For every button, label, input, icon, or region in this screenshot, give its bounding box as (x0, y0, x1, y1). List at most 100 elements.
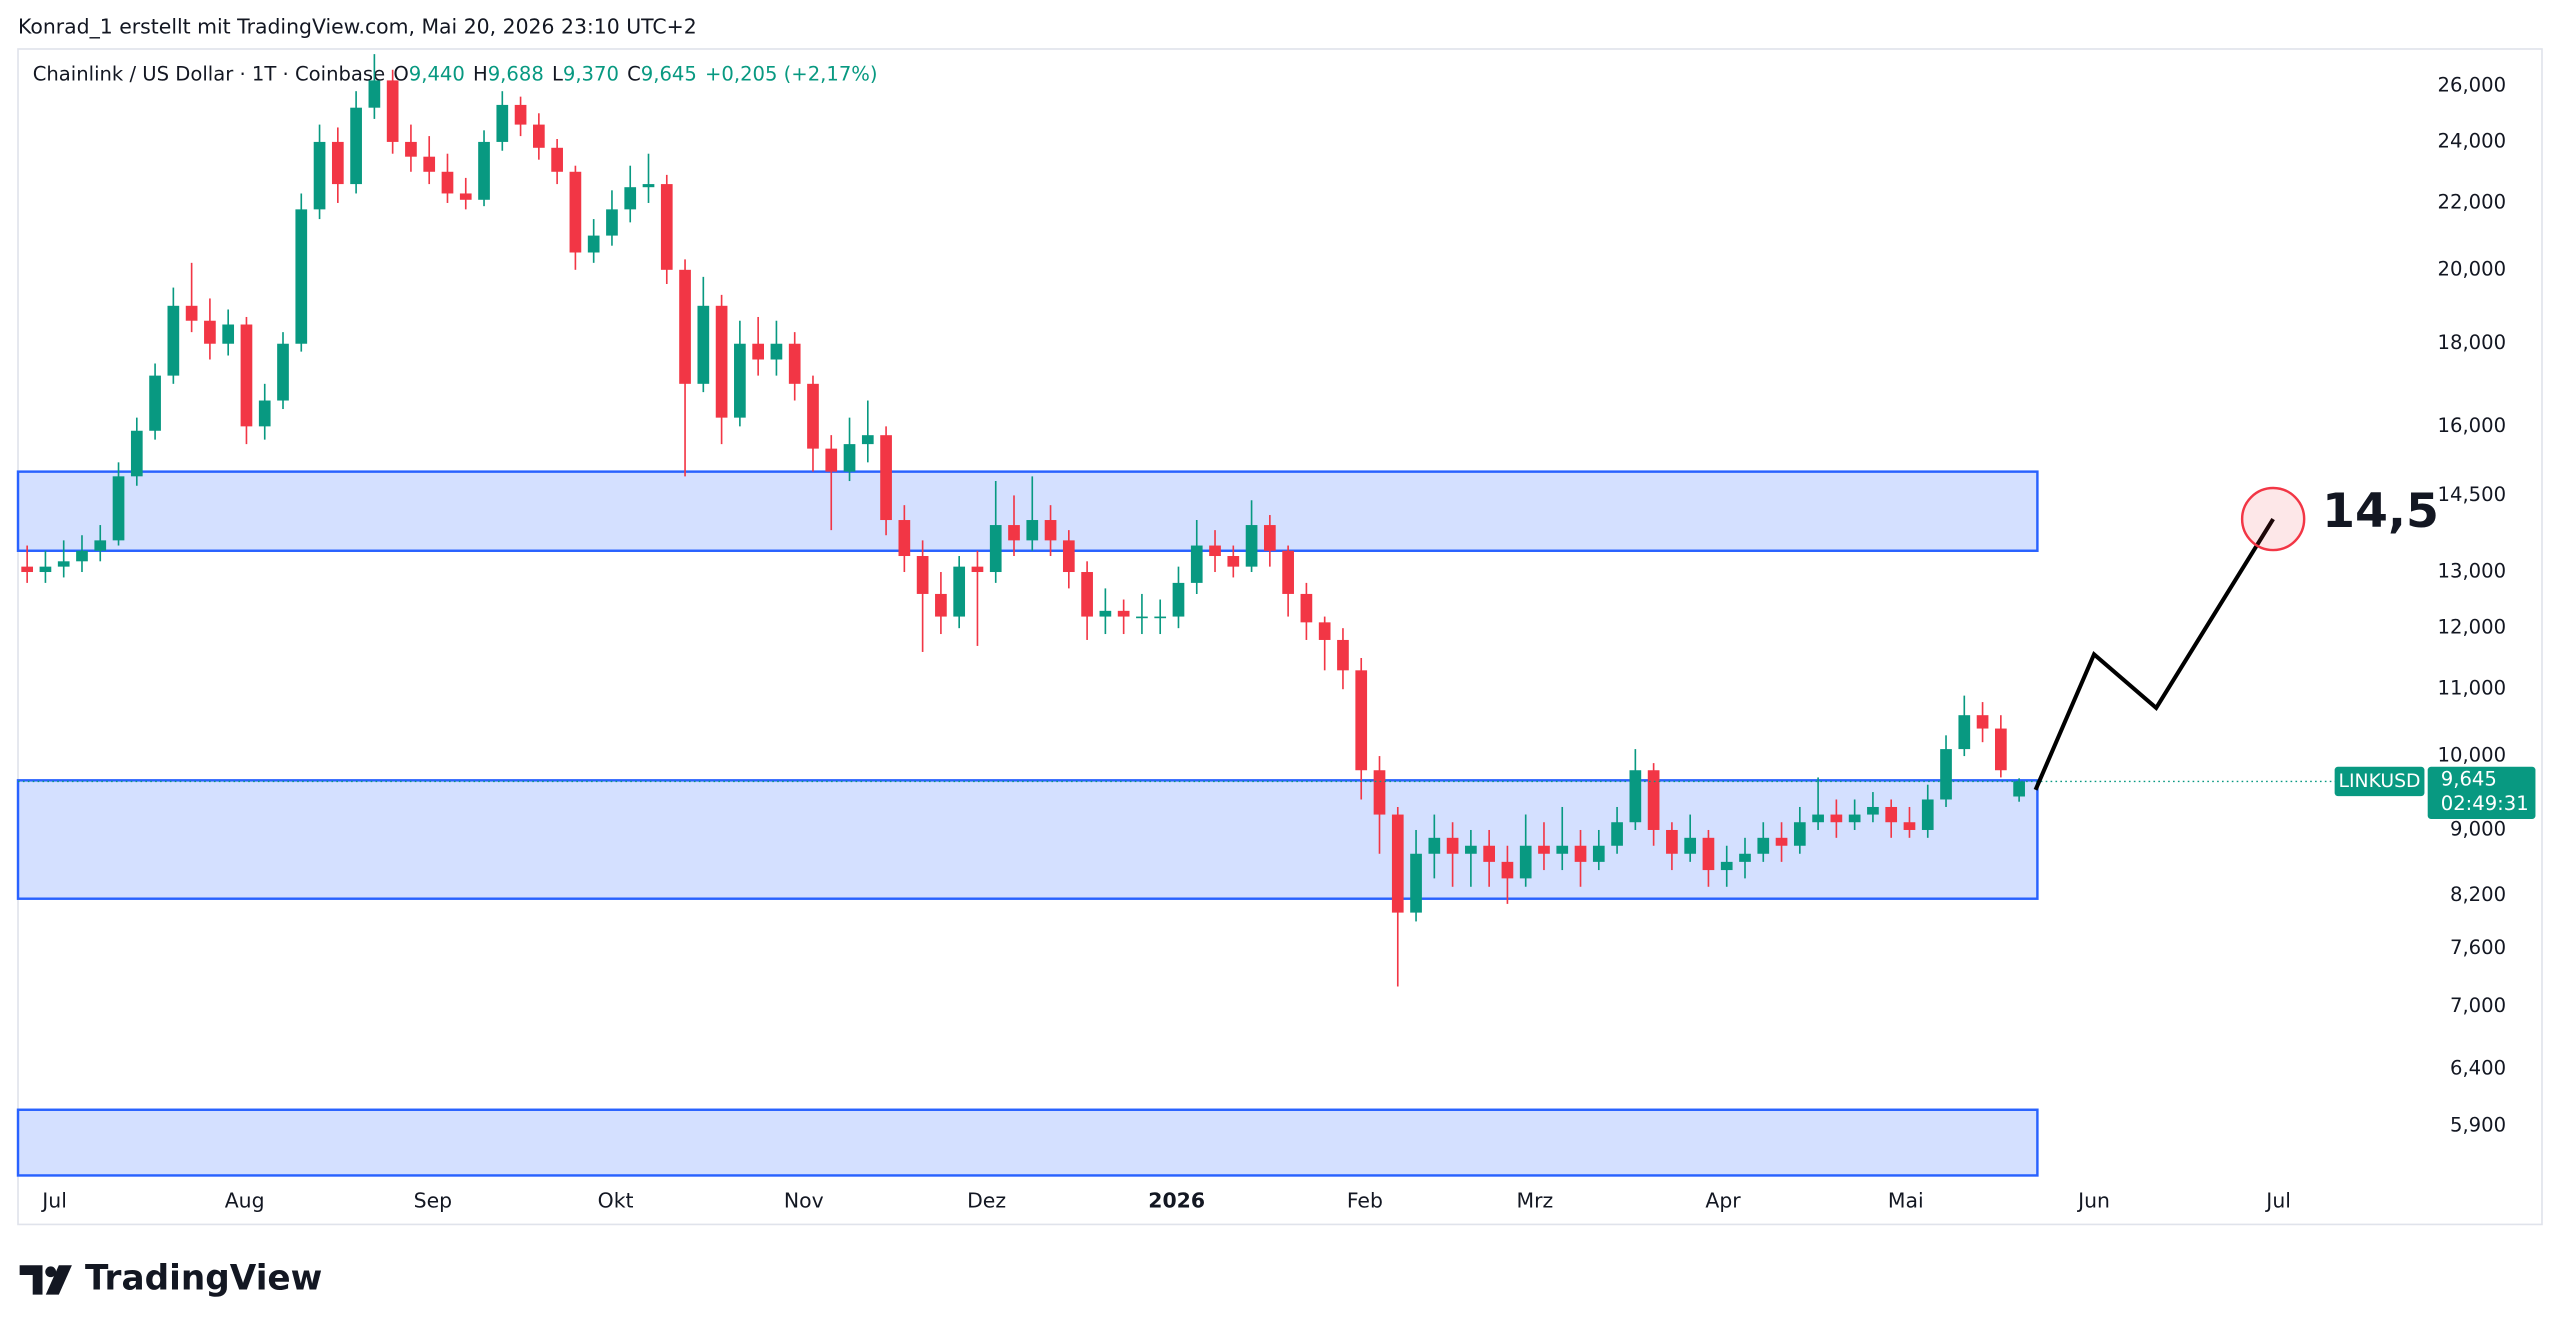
candle-body (1282, 550, 1294, 594)
y-tick-label: 22,000 (2438, 190, 2507, 213)
candle-body (185, 305, 198, 321)
candle-body (1428, 837, 1441, 854)
candle-body (1172, 582, 1185, 617)
candle-body (386, 80, 399, 142)
candle-body (277, 343, 289, 401)
projection-line (2033, 517, 2275, 791)
candle-body (880, 435, 892, 521)
legend-open: 9,440 (409, 63, 465, 86)
legend-low: 9,370 (563, 63, 619, 86)
candle-body (313, 141, 326, 210)
price-tag-bg (2427, 766, 2536, 819)
candle-body (1154, 616, 1167, 619)
candle-body (21, 566, 34, 573)
candle-body (1848, 814, 1861, 823)
candle-body (350, 107, 362, 185)
legend-high-label: H (473, 63, 488, 86)
legend-close: 9,645 (641, 63, 697, 86)
y-tick-label: 16,000 (2438, 414, 2507, 437)
candle-body (149, 375, 161, 431)
candle-body (1940, 749, 1952, 800)
candle-body (770, 343, 783, 360)
candle-body (1136, 616, 1148, 619)
candle-body (679, 269, 691, 384)
candle-body (1300, 593, 1313, 623)
target-label: 14,5 (2322, 484, 2439, 539)
legend-high: 9,688 (488, 63, 544, 86)
candle-body (916, 556, 929, 594)
candle-body (788, 343, 801, 384)
candle-body (807, 383, 819, 449)
candle-body (1867, 806, 1879, 815)
candle-body (1391, 814, 1404, 913)
candle-body (843, 444, 856, 472)
candle-body (112, 476, 125, 541)
candle-body (1647, 770, 1660, 830)
x-tick-label: Aug (225, 1189, 265, 1213)
candle-body (2013, 781, 2025, 797)
candle-body (1885, 806, 1898, 823)
candle-body (1519, 845, 1532, 879)
candle-body (496, 104, 509, 142)
y-tick-label: 11,000 (2438, 677, 2507, 700)
candle-body (39, 566, 52, 573)
candle-body (240, 324, 253, 427)
logo-icon (19, 1265, 43, 1295)
candle-body (1264, 525, 1276, 551)
candle-body (1227, 556, 1240, 567)
candle-body (1446, 837, 1459, 854)
y-tick-label: 20,000 (2438, 257, 2507, 280)
candle-body (606, 209, 618, 236)
target-marker (2240, 486, 2306, 552)
candle-body (1684, 837, 1697, 854)
candle-body (368, 80, 381, 108)
candle-body (1373, 770, 1386, 815)
candle-body (405, 141, 417, 157)
candle-body (1483, 845, 1495, 862)
y-tick-label: 7,600 (2450, 936, 2506, 959)
candle-body (551, 147, 563, 172)
candle-body (1008, 525, 1020, 541)
candle-body (1666, 829, 1678, 854)
candle-body (624, 187, 637, 210)
logo-icon (45, 1266, 57, 1278)
x-tick-label: Feb (1347, 1189, 1383, 1213)
candle-body (1702, 837, 1715, 871)
candle-body (825, 448, 838, 472)
zone (16, 1108, 2039, 1177)
x-tick-label: Sep (414, 1189, 452, 1213)
candle-body (1062, 540, 1075, 573)
candle-body (94, 540, 107, 551)
candle-body (1629, 770, 1642, 823)
x-tick-label: Mai (1888, 1189, 1924, 1213)
candle-body (1556, 845, 1569, 854)
x-tick-label: Dez (967, 1189, 1006, 1213)
candle-body (1410, 853, 1422, 913)
chart-frame (17, 48, 2543, 1226)
candle-body (752, 343, 765, 360)
candle-body (1830, 814, 1843, 823)
y-tick-label: 12,000 (2438, 616, 2507, 639)
candle-body (1190, 545, 1203, 583)
candle-body (1099, 610, 1112, 617)
y-tick-label: 10,000 (2438, 744, 2507, 767)
candle-body (1903, 822, 1916, 830)
candle-body (1995, 728, 2007, 771)
candle-body (587, 235, 600, 253)
candle-body (1812, 814, 1824, 823)
candle-body (478, 141, 490, 200)
x-tick-label: 2026 (1148, 1189, 1205, 1213)
legend-symbol: Chainlink / US Dollar · 1T · Coinbase (33, 63, 385, 86)
legend-low-label: L (552, 63, 563, 86)
candle-body (1538, 845, 1550, 854)
candle-body (861, 435, 874, 445)
legend-change: +0,205 (+2,17%) (705, 63, 878, 86)
candle-body (715, 305, 728, 418)
x-tick-label: Nov (784, 1189, 824, 1213)
y-tick-label: 5,900 (2450, 1114, 2506, 1137)
candle-body (1501, 861, 1514, 879)
candle-body (1337, 639, 1349, 671)
candle-body (1355, 670, 1368, 771)
